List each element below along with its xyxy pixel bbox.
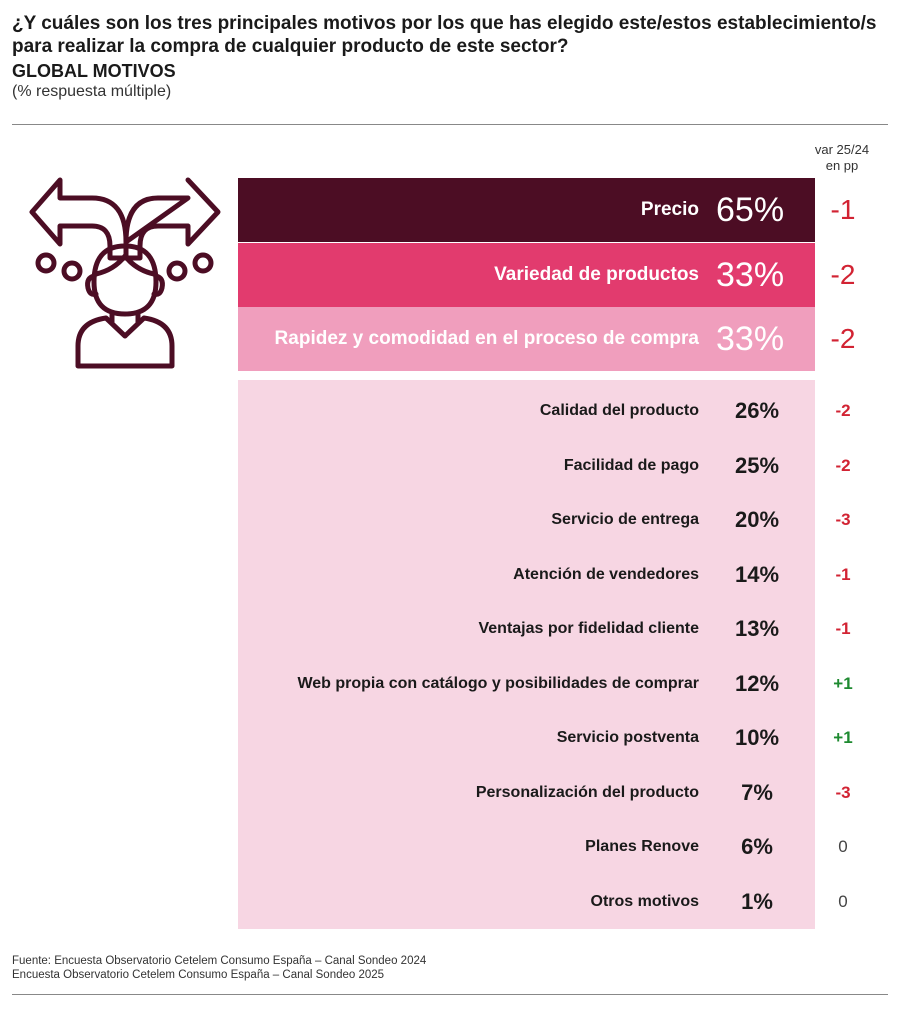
top-row-percent: 33%	[716, 256, 785, 294]
top-row: Rapidez y comodidad en el proceso de com…	[238, 307, 815, 371]
row-variation: 0	[838, 891, 848, 911]
table-row: Servicio postventa 10%	[238, 711, 815, 765]
table-row: Web propia con catálogo y posibilidades …	[238, 657, 815, 711]
top-row: Precio 65%	[238, 178, 815, 242]
row-label: Calidad del producto	[539, 402, 699, 419]
row-label: Facilidad de pago	[563, 456, 699, 474]
row-percent: 12%	[734, 670, 780, 696]
bottom-divider	[12, 994, 888, 995]
row-percent: 1%	[741, 888, 773, 914]
table-row: Otros motivos 1%	[238, 875, 815, 929]
top-row: Variedad de productos 33%	[238, 243, 815, 307]
var-header-line-1: var 25/24	[814, 142, 870, 157]
table-row: Ventajas por fidelidad cliente 13%	[238, 602, 815, 656]
chart-note: (% respuesta múltiple)	[12, 83, 172, 100]
row-variation: +1	[833, 673, 853, 693]
question-line-1: ¿Y cuáles son los tres principales motiv…	[12, 13, 877, 34]
var-header-line-2: en pp	[825, 158, 859, 173]
row-percent: 6%	[741, 834, 773, 859]
row-label: Personalización del producto	[475, 783, 699, 801]
row-label: Otros motivos	[590, 892, 699, 910]
top-row-variation: -2	[830, 323, 856, 354]
var-column-header: var 25/24 en pp	[806, 142, 878, 174]
top-row-label: Variedad de productos	[494, 264, 699, 285]
row-label: Web propia con catálogo y posibilidades …	[297, 674, 699, 692]
question-line-2: para realizar la compra de cualquier pro…	[12, 36, 569, 57]
top-row-label: Rapidez y comodidad en el proceso de com…	[274, 328, 699, 349]
table-row: Servicio de entrega 20%	[238, 493, 815, 547]
table-row: Atención de vendedores 14%	[238, 548, 815, 602]
table-row: Planes Renove 6%	[238, 820, 815, 874]
source-line-2: Encuesta Observatorio Cetelem Consumo Es…	[12, 969, 385, 981]
decision-person-arrows-icon	[29, 177, 221, 369]
row-label: Ventajas por fidelidad cliente	[478, 620, 699, 637]
row-percent: 20%	[734, 507, 780, 532]
table-row: Personalización del producto 7%	[238, 766, 815, 820]
top-row-label: Precio	[640, 199, 699, 220]
table-row: Facilidad de pago 25%	[238, 439, 815, 493]
row-percent: 7%	[741, 779, 773, 805]
row-variation: -3	[835, 782, 851, 802]
source-line-1: Fuente: Encuesta Observatorio Cetelem Co…	[12, 955, 427, 967]
row-variation: -1	[835, 619, 851, 638]
row-variation: +1	[833, 728, 853, 747]
top-row-percent: 33%	[716, 320, 785, 358]
row-variation: 0	[838, 837, 848, 856]
secondary-panel	[238, 380, 815, 929]
row-variation: -2	[835, 401, 851, 420]
top-row-variation: -2	[830, 259, 856, 290]
row-variation: -2	[835, 455, 851, 475]
row-percent: 25%	[734, 452, 780, 478]
row-label: Servicio postventa	[556, 729, 699, 746]
row-label: Servicio de entrega	[551, 511, 699, 528]
row-label: Atención de vendedores	[513, 565, 699, 583]
top-divider	[12, 124, 888, 125]
row-label: Planes Renove	[585, 838, 699, 855]
table-row: Calidad del producto 26%	[238, 384, 815, 438]
row-percent: 10%	[734, 725, 780, 750]
row-variation: -3	[835, 510, 851, 529]
top-row-percent: 65%	[716, 191, 785, 229]
row-percent: 14%	[734, 561, 780, 587]
row-variation: -1	[835, 564, 851, 584]
chart-subtitle: GLOBAL MOTIVOS	[12, 61, 176, 81]
row-percent: 26%	[734, 398, 780, 423]
row-percent: 13%	[734, 616, 780, 641]
top-row-variation: -1	[830, 194, 856, 225]
